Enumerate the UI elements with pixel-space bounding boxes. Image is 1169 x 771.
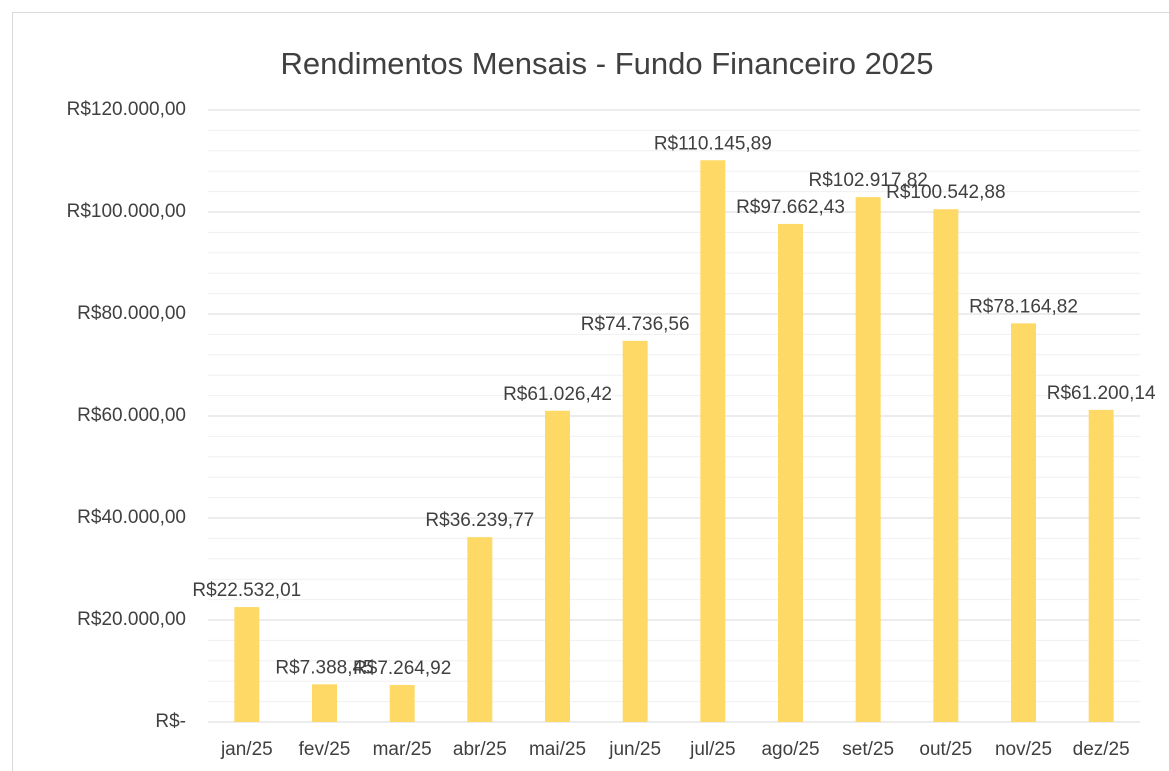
x-tick-label: fev/25 <box>299 739 351 760</box>
bar <box>1011 323 1036 722</box>
bar <box>467 537 493 722</box>
data-label: R$61.200,14 <box>1047 383 1156 404</box>
chart-title: Rendimentos Mensais - Fundo Financeiro 2… <box>280 46 933 81</box>
x-tick-label: nov/25 <box>995 739 1052 760</box>
y-tick-label: R$100.000,00 <box>67 201 186 222</box>
x-tick-label: ago/25 <box>761 739 819 760</box>
data-label: R$61.026,42 <box>503 384 612 405</box>
bar <box>234 607 260 722</box>
bar <box>1088 409 1114 722</box>
data-label: R$78.164,82 <box>969 296 1078 317</box>
data-label: R$7.388,45 <box>275 657 373 678</box>
x-tick-label: jun/25 <box>608 739 661 760</box>
x-tick-label: jul/25 <box>689 739 735 760</box>
chart-frame <box>12 12 1169 771</box>
bar <box>700 160 726 722</box>
x-tick-label: set/25 <box>842 739 894 760</box>
y-tick-label: R$80.000,00 <box>77 303 186 324</box>
bar <box>622 340 648 722</box>
x-tick-label: dez/25 <box>1073 739 1130 760</box>
x-tick-label: abr/25 <box>453 739 507 760</box>
x-tick-label: out/25 <box>919 739 972 760</box>
data-label: R$74.736,56 <box>581 314 690 335</box>
data-label: R$7.264,92 <box>353 658 451 679</box>
data-label: R$100.542,88 <box>886 182 1005 203</box>
y-tick-label: R$20.000,00 <box>77 609 186 630</box>
bar <box>545 410 570 722</box>
y-tick-label: R$60.000,00 <box>77 405 186 426</box>
bar <box>778 223 803 722</box>
bar <box>389 684 415 722</box>
bar <box>933 209 959 722</box>
y-tick-label: R$40.000,00 <box>77 507 186 528</box>
x-tick-label: jan/25 <box>220 739 273 760</box>
data-label: R$22.532,01 <box>192 580 301 601</box>
x-tick-label: mai/25 <box>529 739 586 760</box>
bar <box>855 197 881 722</box>
data-label: R$110.145,89 <box>654 133 772 154</box>
bar <box>312 684 337 722</box>
data-label: R$97.662,43 <box>736 197 845 218</box>
data-label: R$102.917,82 <box>808 170 927 191</box>
y-tick-label: R$120.000,00 <box>67 99 186 120</box>
x-tick-label: mar/25 <box>373 739 432 760</box>
y-tick-label: R$- <box>155 711 186 732</box>
data-label: R$36.239,77 <box>425 510 534 531</box>
